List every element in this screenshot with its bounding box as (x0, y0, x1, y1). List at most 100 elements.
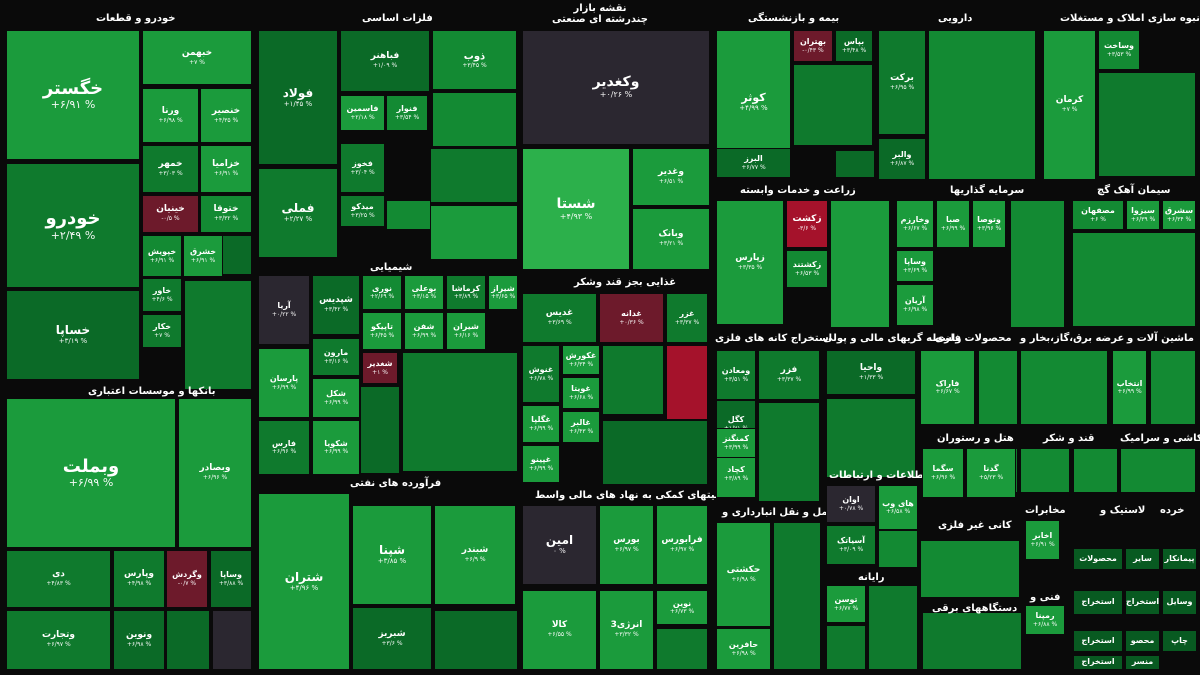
tile-estekhraj4[interactable]: استخراج (1073, 655, 1123, 670)
tile-minor[interactable] (835, 150, 875, 178)
tile-ghedana[interactable]: گدنا +۵/۲۳ % (966, 448, 1016, 498)
tile-minor[interactable] (402, 352, 518, 472)
tile-vsahab[interactable]: وساخت +۳/۵۳ % (1098, 30, 1140, 70)
tile-farabourse[interactable]: فرابورس +۶/۹۷ % (656, 505, 708, 585)
tile-minor[interactable] (434, 610, 518, 670)
tile-entekhab[interactable]: انتخاب +۶/۹۹ % (1112, 350, 1147, 425)
tile-minor[interactable] (1010, 200, 1065, 328)
tile-estekhraj1[interactable]: استخراج (1073, 590, 1123, 615)
tile-khmehr[interactable]: خمهر +۳/۰۳ % (142, 145, 199, 193)
tile-minor[interactable] (978, 350, 1018, 425)
tile-vgardesh[interactable]: وگردش -۰/۷ % (166, 550, 208, 608)
tile-toosan[interactable]: توسن +۶/۷۷ % (826, 585, 866, 623)
tile-fazar[interactable]: فزر +۳/۳۷ % (758, 350, 820, 400)
tile-minor[interactable] (666, 345, 708, 420)
tile-kaghe[interactable]: سگما +۶/۹۶ % (922, 448, 964, 498)
tile-bpas[interactable]: بپاس +۳/۴۸ % (835, 30, 873, 62)
tile-minor[interactable] (1072, 232, 1196, 327)
tile-minor[interactable] (868, 585, 918, 670)
tile-shasta[interactable]: شستا +۴/۹۳ % (522, 148, 630, 270)
tile-kala[interactable]: کالا +۶/۵۵ % (522, 590, 597, 670)
tile-khegostar[interactable]: خگستر +۶/۹۱ % (6, 30, 140, 160)
tile-monsar[interactable]: منسر (1125, 655, 1160, 670)
tile-novin[interactable]: نوین +۶/۷۳ % (656, 590, 708, 625)
tile-vbmellat[interactable]: وبملت +۶/۹۹ % (6, 398, 176, 548)
tile-bourse[interactable]: بورس +۶/۹۷ % (599, 505, 654, 585)
tile-minor[interactable] (602, 345, 664, 415)
tile-minor[interactable] (432, 92, 517, 147)
tile-minor[interactable] (758, 402, 820, 502)
tile-vbsader[interactable]: وبصادر +۶/۹۶ % (178, 398, 252, 548)
tile-fars[interactable]: فارس +۶/۹۶ % (258, 420, 310, 475)
tile-minor[interactable] (602, 420, 708, 485)
tile-minor[interactable] (184, 280, 252, 390)
tile-ghadis[interactable]: غدیس +۳/۶۹ % (522, 293, 597, 343)
tile-pyamnkar[interactable]: پیمانکار (1162, 548, 1197, 570)
tile-ghnosh[interactable]: غنوش +۶/۷۸ % (522, 345, 560, 403)
tile-khbahman[interactable]: خبهمن +۷ % (142, 30, 252, 85)
tile-ghvita[interactable]: غویتا +۶/۶۸ % (562, 377, 600, 409)
tile-shiraz[interactable]: شیراز +۳/۶۵ % (488, 275, 518, 310)
tile-femli[interactable]: فملی +۲/۲۷ % (258, 168, 338, 258)
tile-barkat[interactable]: برکت +۶/۹۵ % (878, 30, 926, 135)
tile-vghadir[interactable]: وکغدیر +۰/۲۶ % (522, 30, 710, 145)
tile-fkhoz[interactable]: فخوز +۳/۰۴ % (340, 143, 385, 193)
tile-fmidko[interactable]: میدکو +۳/۲۵ % (340, 195, 385, 227)
tile-ghazar[interactable]: غزر +۳/۳۷ % (666, 293, 708, 343)
tile-kerman[interactable]: کرمان +۷ % (1043, 30, 1096, 180)
tile-energy3[interactable]: انرژی3 +۳/۳۲ % (599, 590, 654, 670)
tile-vasayel[interactable]: وسایل (1162, 590, 1197, 615)
tile-shekoba[interactable]: شکویا +۶/۹۹ % (312, 420, 360, 475)
tile-minor[interactable] (1098, 72, 1196, 177)
tile-kmangaz[interactable]: کمنگنز +۳/۹۹ % (716, 428, 756, 458)
tile-minor[interactable] (430, 148, 518, 203)
tile-khsapa[interactable]: خساپا +۳/۱۹ % (6, 290, 140, 380)
tile-khodro[interactable]: خودرو +۲/۴۹ % (6, 163, 140, 288)
tile-akhabar[interactable]: اخابر +۶/۹۱ % (1025, 520, 1060, 560)
tile-shtran[interactable]: شتران +۴/۹۶ % (258, 493, 350, 670)
tile-arian[interactable]: آریان +۶/۹۸ % (896, 284, 934, 326)
tile-zob[interactable]: ذوب +۳/۴۵ % (432, 30, 517, 90)
tile-shghadir[interactable]: شغدیر +۱ % (362, 352, 398, 384)
tile-fnavar[interactable]: فنوار +۳/۵۴ % (386, 95, 428, 131)
tile-haywb[interactable]: های وب +۶/۵۸ % (878, 485, 918, 530)
tile-minor[interactable] (826, 625, 866, 670)
tile-vsapa[interactable]: وساپا +۳/۸۸ % (210, 550, 252, 608)
tile-rampna[interactable]: رمپنا +۶/۸۸ % (1025, 605, 1065, 635)
tile-dey[interactable]: دی +۴/۸۳ % (6, 550, 111, 608)
tile-shbandar2[interactable]: شبندر +۶/۹ % (434, 505, 516, 605)
tile-vparis[interactable]: وپارس +۴/۹۸ % (113, 550, 165, 608)
tile-zkeshtand[interactable]: زکشتند +۶/۵۳ % (786, 250, 828, 288)
tile-mahsool2[interactable]: محصو (1125, 630, 1160, 652)
tile-minor[interactable] (773, 522, 821, 670)
tile-khpoyesh[interactable]: خپویش +۶/۹۱ % (142, 235, 182, 277)
tile-minor[interactable] (360, 386, 400, 474)
tile-avan[interactable]: اوان +۰/۷۸ % (826, 485, 876, 523)
tile-vtejarat[interactable]: وتجارت +۶/۹۷ % (6, 610, 111, 670)
tile-shiran[interactable]: شیران +۶/۱۶ % (446, 312, 486, 350)
tile-estekhraj2[interactable]: استخراج (1125, 590, 1160, 615)
tile-shbriz[interactable]: شبریز +۳/۶ % (352, 607, 432, 670)
tile-ghalbar[interactable]: غالبر +۶/۴۳ % (562, 411, 600, 443)
tile-minor[interactable] (1020, 350, 1108, 425)
tile-minor[interactable] (222, 235, 252, 275)
tile-sbiza[interactable]: سیزوا +۶/۳۹ % (1126, 200, 1160, 230)
tile-mahsoolat[interactable]: محصولات (1073, 548, 1123, 570)
tile-khtoga[interactable]: ختوقا +۳/۳۲ % (200, 195, 252, 233)
tile-minor[interactable] (793, 64, 873, 146)
tile-minor[interactable] (928, 30, 1036, 180)
tile-minor[interactable] (922, 612, 1022, 670)
tile-minor[interactable] (430, 205, 518, 260)
tile-foolad[interactable]: فولاد +۱/۴۵ % (258, 30, 338, 165)
tile-minor[interactable] (212, 610, 252, 670)
tile-bualiz[interactable]: بوعلی +۳/۱۵ % (404, 275, 444, 310)
tile-vtosee[interactable]: وتوصا +۳/۹۶ % (972, 200, 1006, 248)
tile-paris[interactable]: پارسان +۶/۹۹ % (258, 348, 310, 418)
tile-shafan[interactable]: شفن +۶/۹۹ % (404, 312, 444, 350)
tile-hkashti[interactable]: حکشتی +۶/۹۸ % (716, 522, 771, 627)
tile-ghdane[interactable]: غدانه +۰/۳۶ % (599, 293, 664, 343)
tile-minor[interactable] (1150, 350, 1196, 425)
tile-smashhad[interactable]: سشرق +۶/۳۴ % (1162, 200, 1196, 230)
tile-hafarin[interactable]: حافرین +۶/۹۸ % (716, 628, 771, 670)
tile-amin[interactable]: امین ۰ % (522, 505, 597, 585)
